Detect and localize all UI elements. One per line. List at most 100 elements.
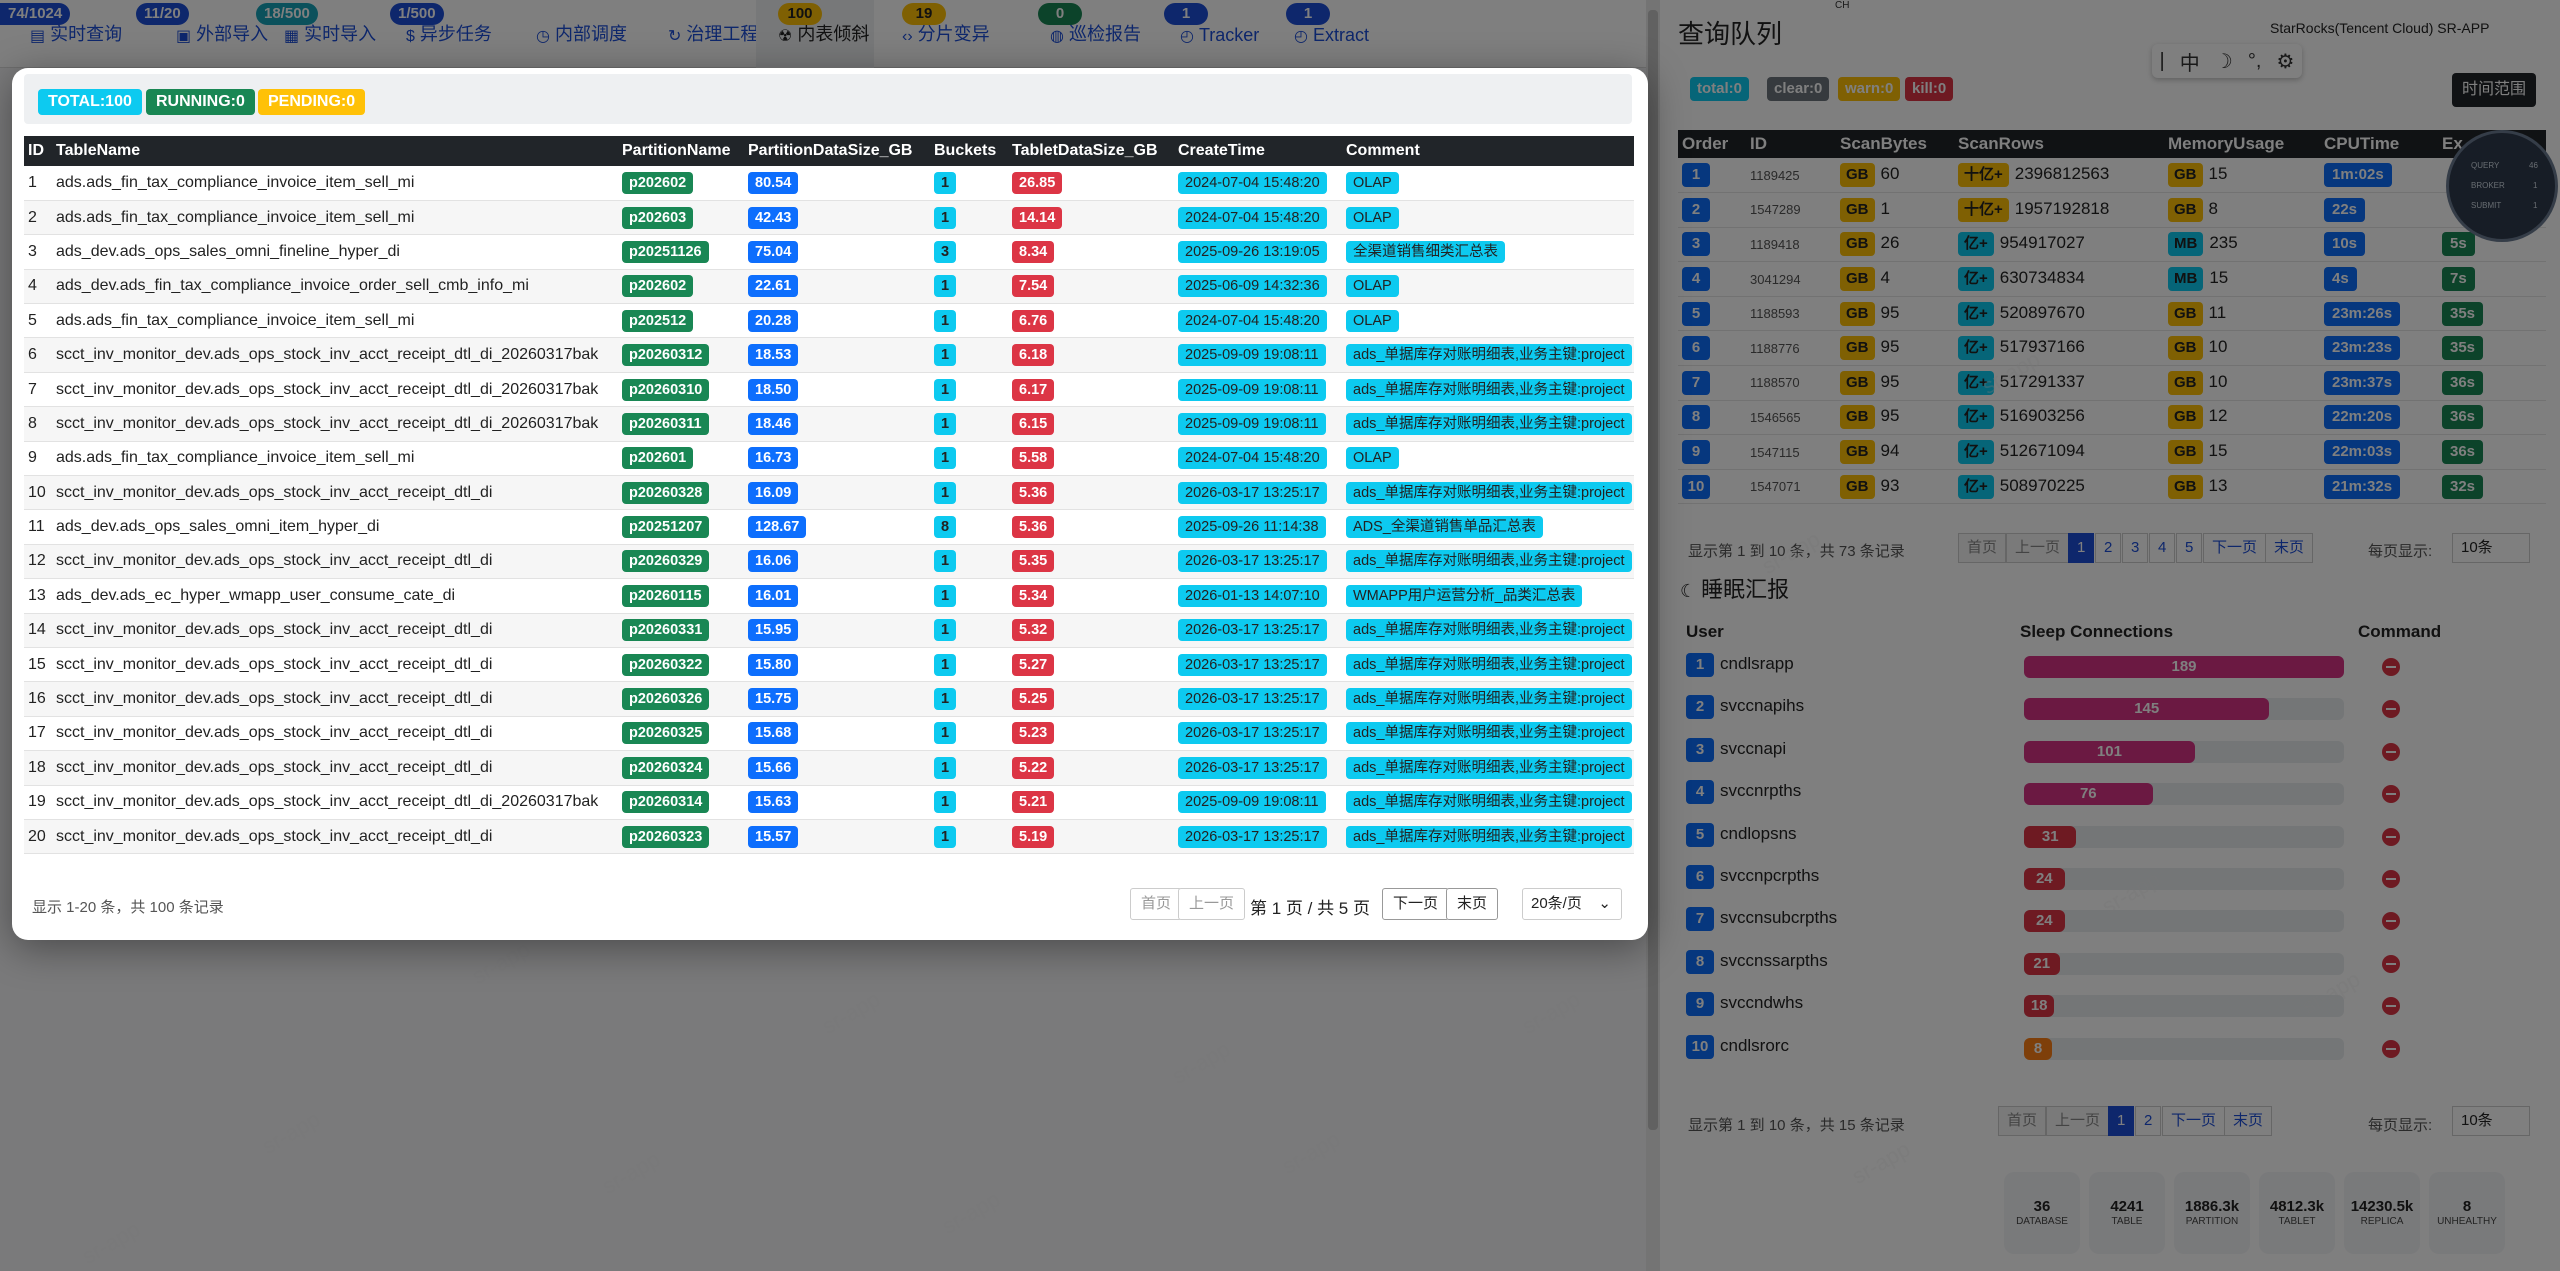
pager-page-3[interactable]: 3 xyxy=(2122,533,2149,563)
pager-next-button[interactable]: 下一页 xyxy=(2162,1106,2226,1136)
row-comment-cell: WMAPP用户运营分析_品类汇总表 xyxy=(1342,578,1634,614)
query-row[interactable]: 9 1547115 GB 94 亿+ 512671094 GB 15 22m:03s 36s xyxy=(1678,434,2546,470)
exec-time-badge: 36s xyxy=(2442,370,2484,395)
query-queue-title: 查询队列 xyxy=(1678,19,1783,49)
pager-first-button[interactable]: 首页 xyxy=(1998,1106,2047,1136)
row-table-name: scct_inv_monitor_dev.ads_ops_stock_inv_a… xyxy=(52,819,618,855)
query-row[interactable]: 2 1547289 GB 1 十亿+ 1957192818 GB 8 22s xyxy=(1678,192,2546,228)
kill-command-icon[interactable] xyxy=(2382,1039,2400,1058)
row-tsize-cell: 5.23 xyxy=(1008,716,1174,752)
buckets-badge: 1 xyxy=(934,447,957,470)
pager-last-button[interactable]: 末页 xyxy=(2224,1106,2273,1136)
kill-command-icon[interactable] xyxy=(2382,658,2400,676)
pager-next-button[interactable]: 下一页 xyxy=(2203,533,2267,563)
tab-2[interactable]: ▣ 外部导入 xyxy=(176,0,268,68)
scrollbar-thumb[interactable] xyxy=(1648,10,1658,1130)
pager-page-5[interactable]: 5 xyxy=(2176,533,2203,563)
sleep-row: 10 cndlsrorc 8 xyxy=(1686,1026,2526,1068)
comment-badge: OLAP xyxy=(1346,171,1399,194)
table-row: 6 scct_inv_monitor_dev.ads_ops_stock_inv_… xyxy=(24,337,1634,373)
next-page-button[interactable]: 下一页 xyxy=(1382,888,1450,920)
prev-page-button[interactable]: 上一页 xyxy=(1178,888,1246,920)
kill-command-icon[interactable] xyxy=(2382,912,2400,931)
time-range-button[interactable]: 时间范围 xyxy=(2452,73,2537,107)
badge-total: total:0 xyxy=(1690,77,1749,101)
create-time-badge: 2026-01-13 14:07:10 xyxy=(1178,584,1327,607)
query-per-page-select[interactable]: 10条 xyxy=(2452,533,2530,563)
query-row[interactable]: 3 1189418 GB 26 亿+ 954917027 MB 235 10s 5s xyxy=(1678,227,2546,263)
row-buckets-cell: 1 xyxy=(930,613,1008,648)
main-scrollbar[interactable] xyxy=(1646,0,1660,1271)
page-size-select[interactable]: 20条/页 ⌄ xyxy=(1522,888,1622,920)
comment-badge: OLAP xyxy=(1346,309,1399,332)
scanrows-unit: 亿+ xyxy=(1958,474,1994,499)
gear-icon[interactable]: ⚙ xyxy=(2276,50,2295,73)
pager-prev-button[interactable]: 上一页 xyxy=(2046,1106,2110,1136)
skew-table-modal: TOTAL:100 RUNNING:0 PENDING:0 ID TableNam… xyxy=(12,68,1648,940)
table-row: 1 ads.ads_fin_tax_compliance_invoice_item… xyxy=(24,166,1634,201)
pager-page-1[interactable]: 1 xyxy=(2068,533,2095,563)
kill-command-icon[interactable] xyxy=(2382,827,2400,846)
col-buckets-header: Buckets xyxy=(930,136,1008,166)
row-psize-cell: 15.68 xyxy=(744,716,930,752)
buckets-badge: 1 xyxy=(934,206,957,229)
tab-6[interactable]: ↻ 治理工程 xyxy=(668,0,758,68)
partition-badge: p20260329 xyxy=(622,550,710,573)
kill-command-icon[interactable] xyxy=(2382,785,2400,804)
create-time-badge: 2024-07-04 15:48:20 xyxy=(1178,309,1327,332)
partition-size-badge: 18.50 xyxy=(748,378,799,401)
last-page-button[interactable]: 末页 xyxy=(1446,888,1499,920)
kill-command-icon[interactable] xyxy=(2382,742,2400,761)
buckets-badge: 1 xyxy=(934,171,957,194)
sleep-per-page-select[interactable]: 10条 xyxy=(2452,1106,2530,1136)
row-buckets-cell: 1 xyxy=(930,785,1008,820)
punctuation-icon[interactable]: °, xyxy=(2247,49,2262,72)
extract-icon: ◴ xyxy=(1294,28,1308,45)
scanbytes-unit: GB xyxy=(1840,474,1875,499)
query-order-badge: 5 xyxy=(1682,301,1710,326)
sleep-user-name: svccndwhs xyxy=(1720,993,1804,1013)
qcol-id-header: ID xyxy=(1746,130,1836,158)
row-id: 15 xyxy=(24,647,52,683)
kill-command-icon[interactable] xyxy=(2382,700,2400,719)
query-order-cell: 7 xyxy=(1678,365,1746,401)
ime-toolbar[interactable]: | 中 ☽ °, ⚙ xyxy=(2152,44,2302,78)
first-page-button[interactable]: 首页 xyxy=(1130,888,1183,920)
row-id: 9 xyxy=(24,441,52,477)
row-id: 11 xyxy=(24,509,52,545)
kill-command-icon[interactable] xyxy=(2382,954,2400,973)
row-id: 17 xyxy=(24,716,52,752)
row-id: 3 xyxy=(24,234,52,270)
pager-page-1[interactable]: 1 xyxy=(2108,1106,2135,1136)
query-row[interactable]: 7 1188570 GB 95 亿+ 517291337 GB 10 23m:37s 36s xyxy=(1678,365,2546,401)
scanrows-unit: 亿+ xyxy=(1958,336,1994,361)
query-row[interactable]: 4 3041294 GB 4 亿+ 630734834 MB 15 4s 7s xyxy=(1678,261,2546,297)
query-order-cell: 8 xyxy=(1678,400,1746,436)
sleep-bar-fill: 21 xyxy=(2024,952,2060,975)
ime-chinese-toggle[interactable]: 中 xyxy=(2179,52,2200,75)
query-exec-cell: 35s xyxy=(2438,330,2546,367)
pager-prev-button[interactable]: 上一页 xyxy=(2006,533,2070,563)
tablet-size-badge: 6.18 xyxy=(1012,344,1055,367)
pager-page-2[interactable]: 2 xyxy=(2095,533,2122,563)
kill-command-icon[interactable] xyxy=(2382,997,2400,1016)
cluster-select[interactable]: StarRocks(Tencent Cloud) SR-APP xyxy=(2270,20,2490,36)
tab-5[interactable]: ◷ 内部调度 xyxy=(536,0,627,68)
query-row[interactable]: 5 1188593 GB 95 亿+ 520897670 GB 11 23m:26s 35s xyxy=(1678,296,2546,332)
pager-page-4[interactable]: 4 xyxy=(2149,533,2176,563)
pager-last-button[interactable]: 末页 xyxy=(2265,533,2314,563)
create-time-badge: 2026-03-17 13:25:17 xyxy=(1178,688,1327,711)
query-row[interactable]: 1 1189425 GB 60 十亿+ 2396812563 GB 15 1m:02s xyxy=(1678,158,2546,194)
query-row[interactable]: 8 1546565 GB 95 亿+ 516903256 GB 12 22m:20s 36s xyxy=(1678,400,2546,436)
moon-icon[interactable]: ☽ xyxy=(2214,50,2233,73)
sleep-rank-badge: 1 xyxy=(1686,653,1714,677)
query-id: 1546565 xyxy=(1746,400,1836,436)
query-row[interactable]: 6 1188776 GB 95 亿+ 517937166 GB 10 23m:23s 35s xyxy=(1678,330,2546,367)
pager-page-2[interactable]: 2 xyxy=(2135,1106,2162,1136)
row-buckets-cell: 1 xyxy=(930,544,1008,580)
query-row[interactable]: 10 1547071 GB 93 亿+ 508970225 GB 13 21m:32s 32s xyxy=(1678,469,2546,505)
row-comment-cell: OLAP xyxy=(1342,166,1634,201)
pending-badge: PENDING:0 xyxy=(258,89,366,115)
pager-first-button[interactable]: 首页 xyxy=(1958,533,2007,563)
kill-command-icon[interactable] xyxy=(2382,870,2400,888)
